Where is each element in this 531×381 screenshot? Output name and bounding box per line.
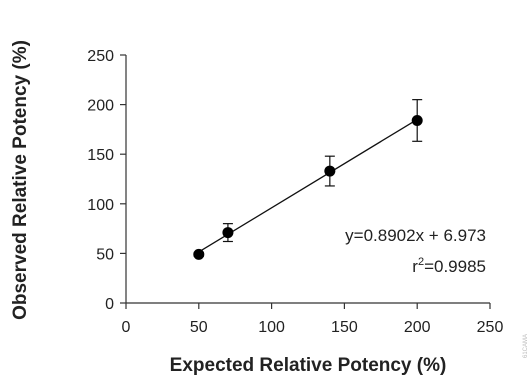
y-tick-label: 250 — [87, 48, 114, 65]
r-squared-value: =0.9985 — [424, 257, 486, 276]
x-tick-label: 250 — [477, 319, 504, 336]
r-squared-superscript: 2 — [418, 256, 424, 268]
x-tick-label: 200 — [404, 319, 431, 336]
x-tick-label: 150 — [331, 319, 358, 336]
y-tick-label: 200 — [87, 98, 114, 115]
x-tick-label: 0 — [122, 319, 131, 336]
equation-annotation: y=0.8902x + 6.973 — [345, 226, 486, 245]
watermark: 61CAMA — [523, 334, 529, 358]
axes — [125, 55, 490, 304]
y-tick-label: 100 — [87, 197, 114, 214]
data-point — [193, 248, 205, 260]
trendline-group — [198, 118, 418, 253]
x-tick-label: 50 — [190, 319, 208, 336]
y-tick-label: 50 — [96, 246, 114, 263]
r-squared-prefix: r — [412, 257, 418, 276]
x-tick-label: 100 — [258, 319, 285, 336]
data-point — [411, 114, 423, 126]
r-squared-annotation: r2=0.9985 — [412, 256, 486, 276]
y-tick-label: 150 — [87, 147, 114, 164]
x-axis-title: Expected Relative Potency (%) — [170, 355, 447, 376]
trendline — [198, 118, 418, 253]
ticks: 0 50 100 150 200 250 0 50 100 150 200 250 — [87, 48, 503, 336]
y-tick-label: 0 — [105, 296, 114, 313]
data-points — [193, 99, 423, 260]
data-point — [222, 227, 234, 239]
y-axis-title: Observed Relative Potency (%) — [10, 40, 31, 320]
data-point — [324, 165, 336, 177]
